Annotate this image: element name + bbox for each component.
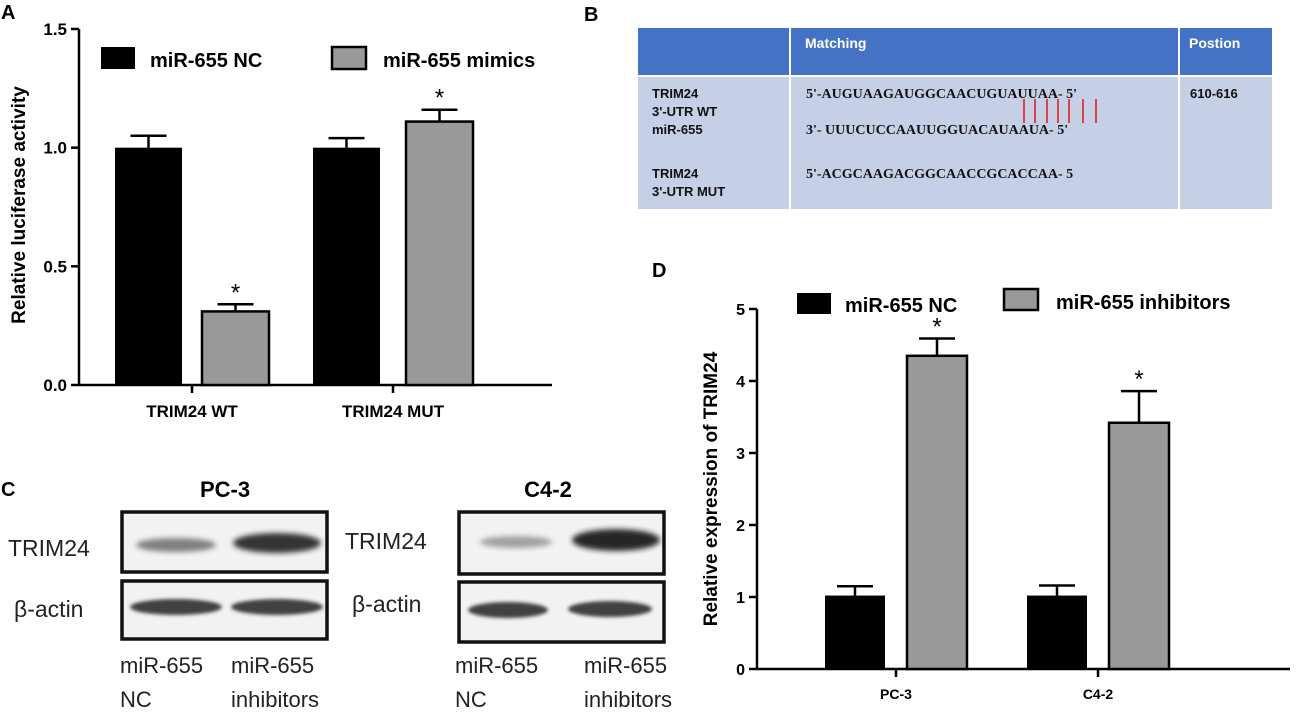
sequence-table: Matching Postion TRIM24 3'-UTR WT miR-65… [638, 28, 1272, 209]
binding-position: 610-616 [1190, 86, 1238, 101]
blot-band [568, 601, 652, 617]
chart-a: Relative luciferase activity 0.0 0.5 1.0 1.… [9, 20, 552, 421]
chart-d-axes: 0 1 2 3 4 5 PC-3 C4-2 [736, 302, 1290, 702]
bar [404, 120, 475, 387]
bar [313, 147, 380, 385]
bar [905, 354, 969, 671]
table-row-label: 3'-UTR WT [652, 104, 717, 119]
table-body-bg [638, 76, 1272, 209]
blot-band [572, 529, 660, 551]
sequence-wt: 5'-AUGUAAGAUGGCAACUGUAUUAA- 5' [806, 87, 1077, 102]
legend-swatch-nc [101, 47, 135, 69]
y-tick-label: 0 [736, 662, 745, 679]
bar [825, 595, 885, 669]
bar [1107, 421, 1171, 671]
blot-lane-label: miR-655 [584, 653, 667, 678]
panel-letter-a: A [1, 2, 15, 24]
panel-letter-d: D [652, 260, 666, 282]
western-blot-pc3: PC-3 TRIM24 β-actin miR-655 NC miR-655 i… [8, 477, 329, 712]
legend-swatch-nc [797, 293, 831, 314]
x-tick-label: PC-3 [880, 686, 912, 702]
bar [1027, 595, 1087, 669]
blot-title: PC-3 [200, 477, 250, 502]
base-pairing-lines [1023, 99, 1097, 123]
blot-band [480, 536, 552, 548]
blot-row-label: β-actin [14, 596, 83, 622]
table-row-label: 3'-UTR MUT [652, 184, 725, 199]
legend-swatch-mimics [330, 45, 368, 71]
blot-lane-label: miR-655 [120, 653, 203, 678]
x-tick-label: C4-2 [1083, 686, 1114, 702]
legend-label-inhibitors: miR-655 inhibitors [1056, 292, 1230, 314]
significance-star: * [1134, 366, 1143, 393]
chart-a-legend: miR-655 NC miR-655 mimics [101, 45, 535, 72]
y-tick-label: 1 [736, 590, 745, 607]
blot-band [231, 599, 323, 615]
bar [115, 147, 182, 385]
western-blot-c42: C4-2 TRIM24 β-actin miR-655 NC miR-655 i… [345, 477, 672, 712]
blot-lane-label: NC [120, 687, 152, 712]
y-tick-label: 0.5 [43, 257, 67, 276]
panel-letter-c: C [1, 479, 15, 501]
blot-row-label: TRIM24 [8, 535, 90, 561]
table-row-label: miR-655 [652, 122, 703, 137]
y-tick-label: 1.0 [43, 139, 67, 158]
y-tick-label: 3 [736, 446, 745, 463]
y-tick-label: 4 [736, 374, 745, 391]
chart-d-bars: ** [825, 314, 1171, 671]
blot-band [130, 599, 222, 615]
legend-label-mimics: miR-655 mimics [383, 50, 535, 72]
legend-label-nc: miR-655 NC [845, 295, 957, 317]
blot-band [233, 533, 321, 553]
chart-a-bars: ** [115, 85, 475, 387]
x-tick-label: TRIM24 MUT [342, 402, 445, 421]
blot-lane-label: miR-655 [455, 653, 538, 678]
legend-label-nc: miR-655 NC [150, 50, 262, 72]
legend-swatch-inhibitors [1002, 287, 1040, 312]
y-tick-label: 0.0 [43, 376, 67, 395]
blot-lane-label: NC [455, 687, 487, 712]
blot-row-label: β-actin [352, 591, 421, 617]
blot-lane-label: miR-655 [231, 653, 314, 678]
blot-band [468, 602, 548, 618]
significance-star: * [231, 279, 240, 306]
blot-lane-label: inhibitors [584, 687, 672, 712]
y-tick-label: 1.5 [43, 20, 67, 39]
y-tick-label: 5 [736, 302, 745, 319]
blot-band [136, 538, 216, 552]
y-tick-label: 2 [736, 518, 745, 535]
significance-star: * [435, 85, 444, 112]
panel-letter-b: B [584, 4, 598, 26]
sequence-mut: 5'-ACGCAAGACGGCAACCGCACCAA- 5 [806, 167, 1073, 182]
blot-lane-label: inhibitors [231, 687, 319, 712]
table-row-label: TRIM24 [652, 86, 699, 101]
significance-star: * [932, 314, 941, 341]
table-header-matching: Matching [805, 35, 866, 51]
chart-d-legend: miR-655 NC miR-655 inhibitors [797, 287, 1230, 317]
blot-row-label: TRIM24 [345, 528, 427, 554]
x-tick-label: TRIM24 WT [146, 402, 238, 421]
table-header-position: Postion [1189, 35, 1240, 51]
sequence-mir: 3'- UUUCUCCAAUUGGUACAUAAUA- 5' [806, 123, 1068, 138]
blot-title: C4-2 [524, 477, 572, 502]
chart-d: Relative expression of TRIM24 0 1 2 3 4 5 PC-3… [701, 287, 1290, 702]
table-header-bg [638, 28, 1272, 76]
table-row-label: TRIM24 [652, 166, 699, 181]
chart-d-ylabel: Relative expression of TRIM24 [701, 351, 722, 626]
bar [200, 310, 271, 387]
chart-a-ylabel: Relative luciferase activity [9, 86, 30, 324]
